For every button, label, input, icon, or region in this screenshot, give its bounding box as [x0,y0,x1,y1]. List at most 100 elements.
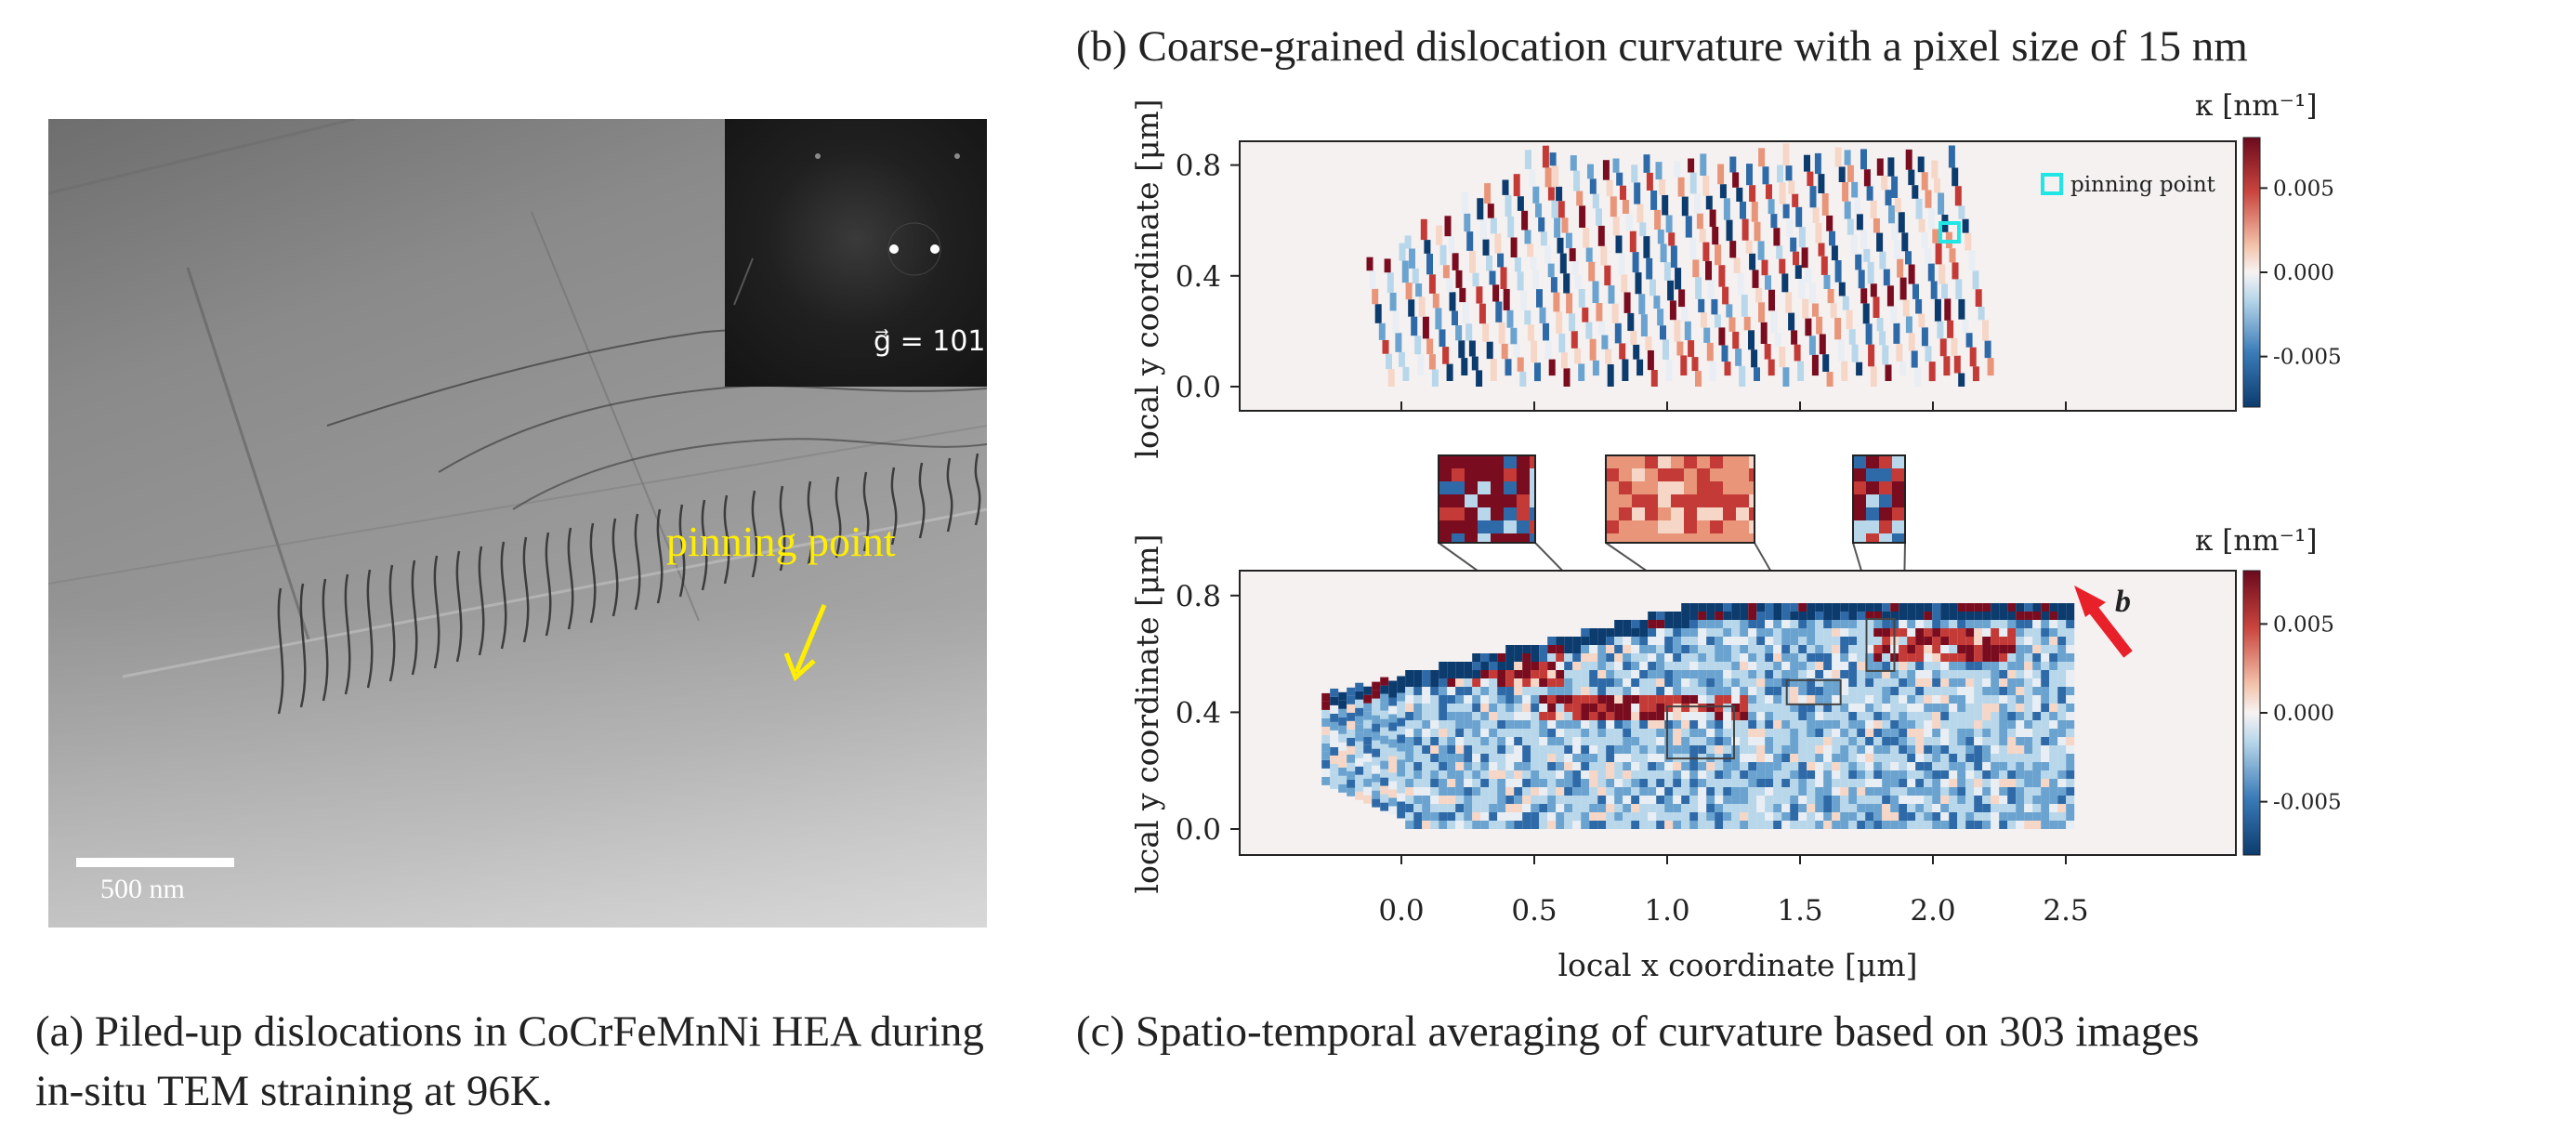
field-cell [1915,812,1925,821]
field-cell [1740,787,1749,796]
field-cell [1355,716,1364,725]
inset-cell [1632,507,1645,520]
field-cell [1372,715,1381,724]
field-cell [1982,737,1991,745]
field-cell [1798,720,1807,729]
field-cell [1765,637,1774,645]
field-cell [1372,765,1381,774]
curvature-pixel [1788,312,1795,331]
field-cell [1798,678,1807,687]
field-cell [1455,804,1465,812]
field-cell [1949,770,1958,779]
field-cell [1505,804,1515,812]
curvature-pixel [1975,289,1982,307]
field-cell [1547,637,1557,645]
field-cell [1581,720,1590,729]
field-cell [1882,821,1891,829]
field-cell [1631,712,1640,720]
field-cell [2032,678,2042,687]
field-cell [1957,637,1966,645]
field-cell [1606,637,1615,645]
field-cell [1748,804,1757,812]
field-cell [1790,678,1799,687]
field-cell [1723,770,1732,779]
field-cell [1572,762,1582,770]
field-cell [1807,612,1816,620]
field-cell [1397,801,1406,810]
field-cell [1915,628,1925,637]
field-cell [1439,712,1448,720]
field-cell [1723,678,1732,687]
inset-cell [1478,455,1491,468]
field-cell [1915,737,1925,745]
caption-b: (b) Coarse-grained dislocation curvature… [1076,22,2248,71]
field-cell [1380,794,1389,803]
curvature-pixel [1510,327,1518,345]
field-cell [2057,779,2067,787]
inset-cell [1853,468,1866,481]
field-cell [1740,695,1749,704]
field-cell [1949,796,1958,804]
field-cell [1422,720,1431,729]
field-cell [1664,821,1674,829]
field-cell [2007,620,2017,628]
curvature-pixel [1669,300,1676,321]
field-cell [1597,812,1607,821]
field-cell [1397,793,1406,802]
field-cell [2007,762,2017,770]
field-cell [1698,812,1707,821]
field-cell [1991,662,2000,670]
field-cell [1597,720,1607,729]
curvature-pixel [1670,245,1677,268]
field-cell [1347,745,1356,755]
curvature-pixel [1588,261,1596,282]
dislocation-lines [48,119,987,715]
field-cell [1689,796,1699,804]
field-cell [1648,812,1657,821]
inset-cell [1671,455,1684,468]
curvature-pixel [1466,231,1474,251]
field-cell [1890,612,1899,620]
field-cell [2066,770,2075,779]
field-cell [1564,720,1573,729]
field-cell [1773,804,1782,812]
field-cell [1715,720,1724,729]
field-cell [1932,787,1941,796]
field-cell [1489,704,1498,712]
field-cell [2049,796,2058,804]
curvature-pixel [1703,327,1711,343]
field-cell [1773,603,1782,612]
field-cell [1497,754,1506,762]
field-cell [1899,729,1908,737]
inset-cell [1606,494,1619,507]
field-cell [1388,747,1398,757]
field-cell [2066,796,2075,804]
field-cell [1589,628,1598,637]
field-cell [1873,670,1883,678]
field-cell [2041,670,2050,678]
curvature-pixel [1737,272,1744,295]
field-cell [1857,662,1866,670]
field-cell [1531,762,1540,770]
field-cell [1355,691,1364,700]
curvature-pixel [1749,253,1756,270]
field-cell [1388,697,1398,706]
field-cell [1489,787,1498,796]
field-cell [1940,779,1950,787]
field-cell [1439,787,1448,796]
field-cell [1991,787,2000,796]
field-cell [2049,687,2058,695]
field-cell [1606,754,1615,762]
field-cell [1439,678,1448,687]
curvature-pixel [1752,270,1759,288]
y-tick-label: 0.0 [1176,371,1221,404]
field-cell [2049,695,2058,704]
field-cell [1397,751,1406,760]
inset-cell [1465,468,1478,481]
field-cell [1890,687,1899,695]
curvature-pixel [1754,221,1761,242]
field-cell [1405,737,1414,745]
field-cell [1413,804,1423,812]
field-cell [1765,804,1774,812]
field-cell [1556,720,1565,729]
